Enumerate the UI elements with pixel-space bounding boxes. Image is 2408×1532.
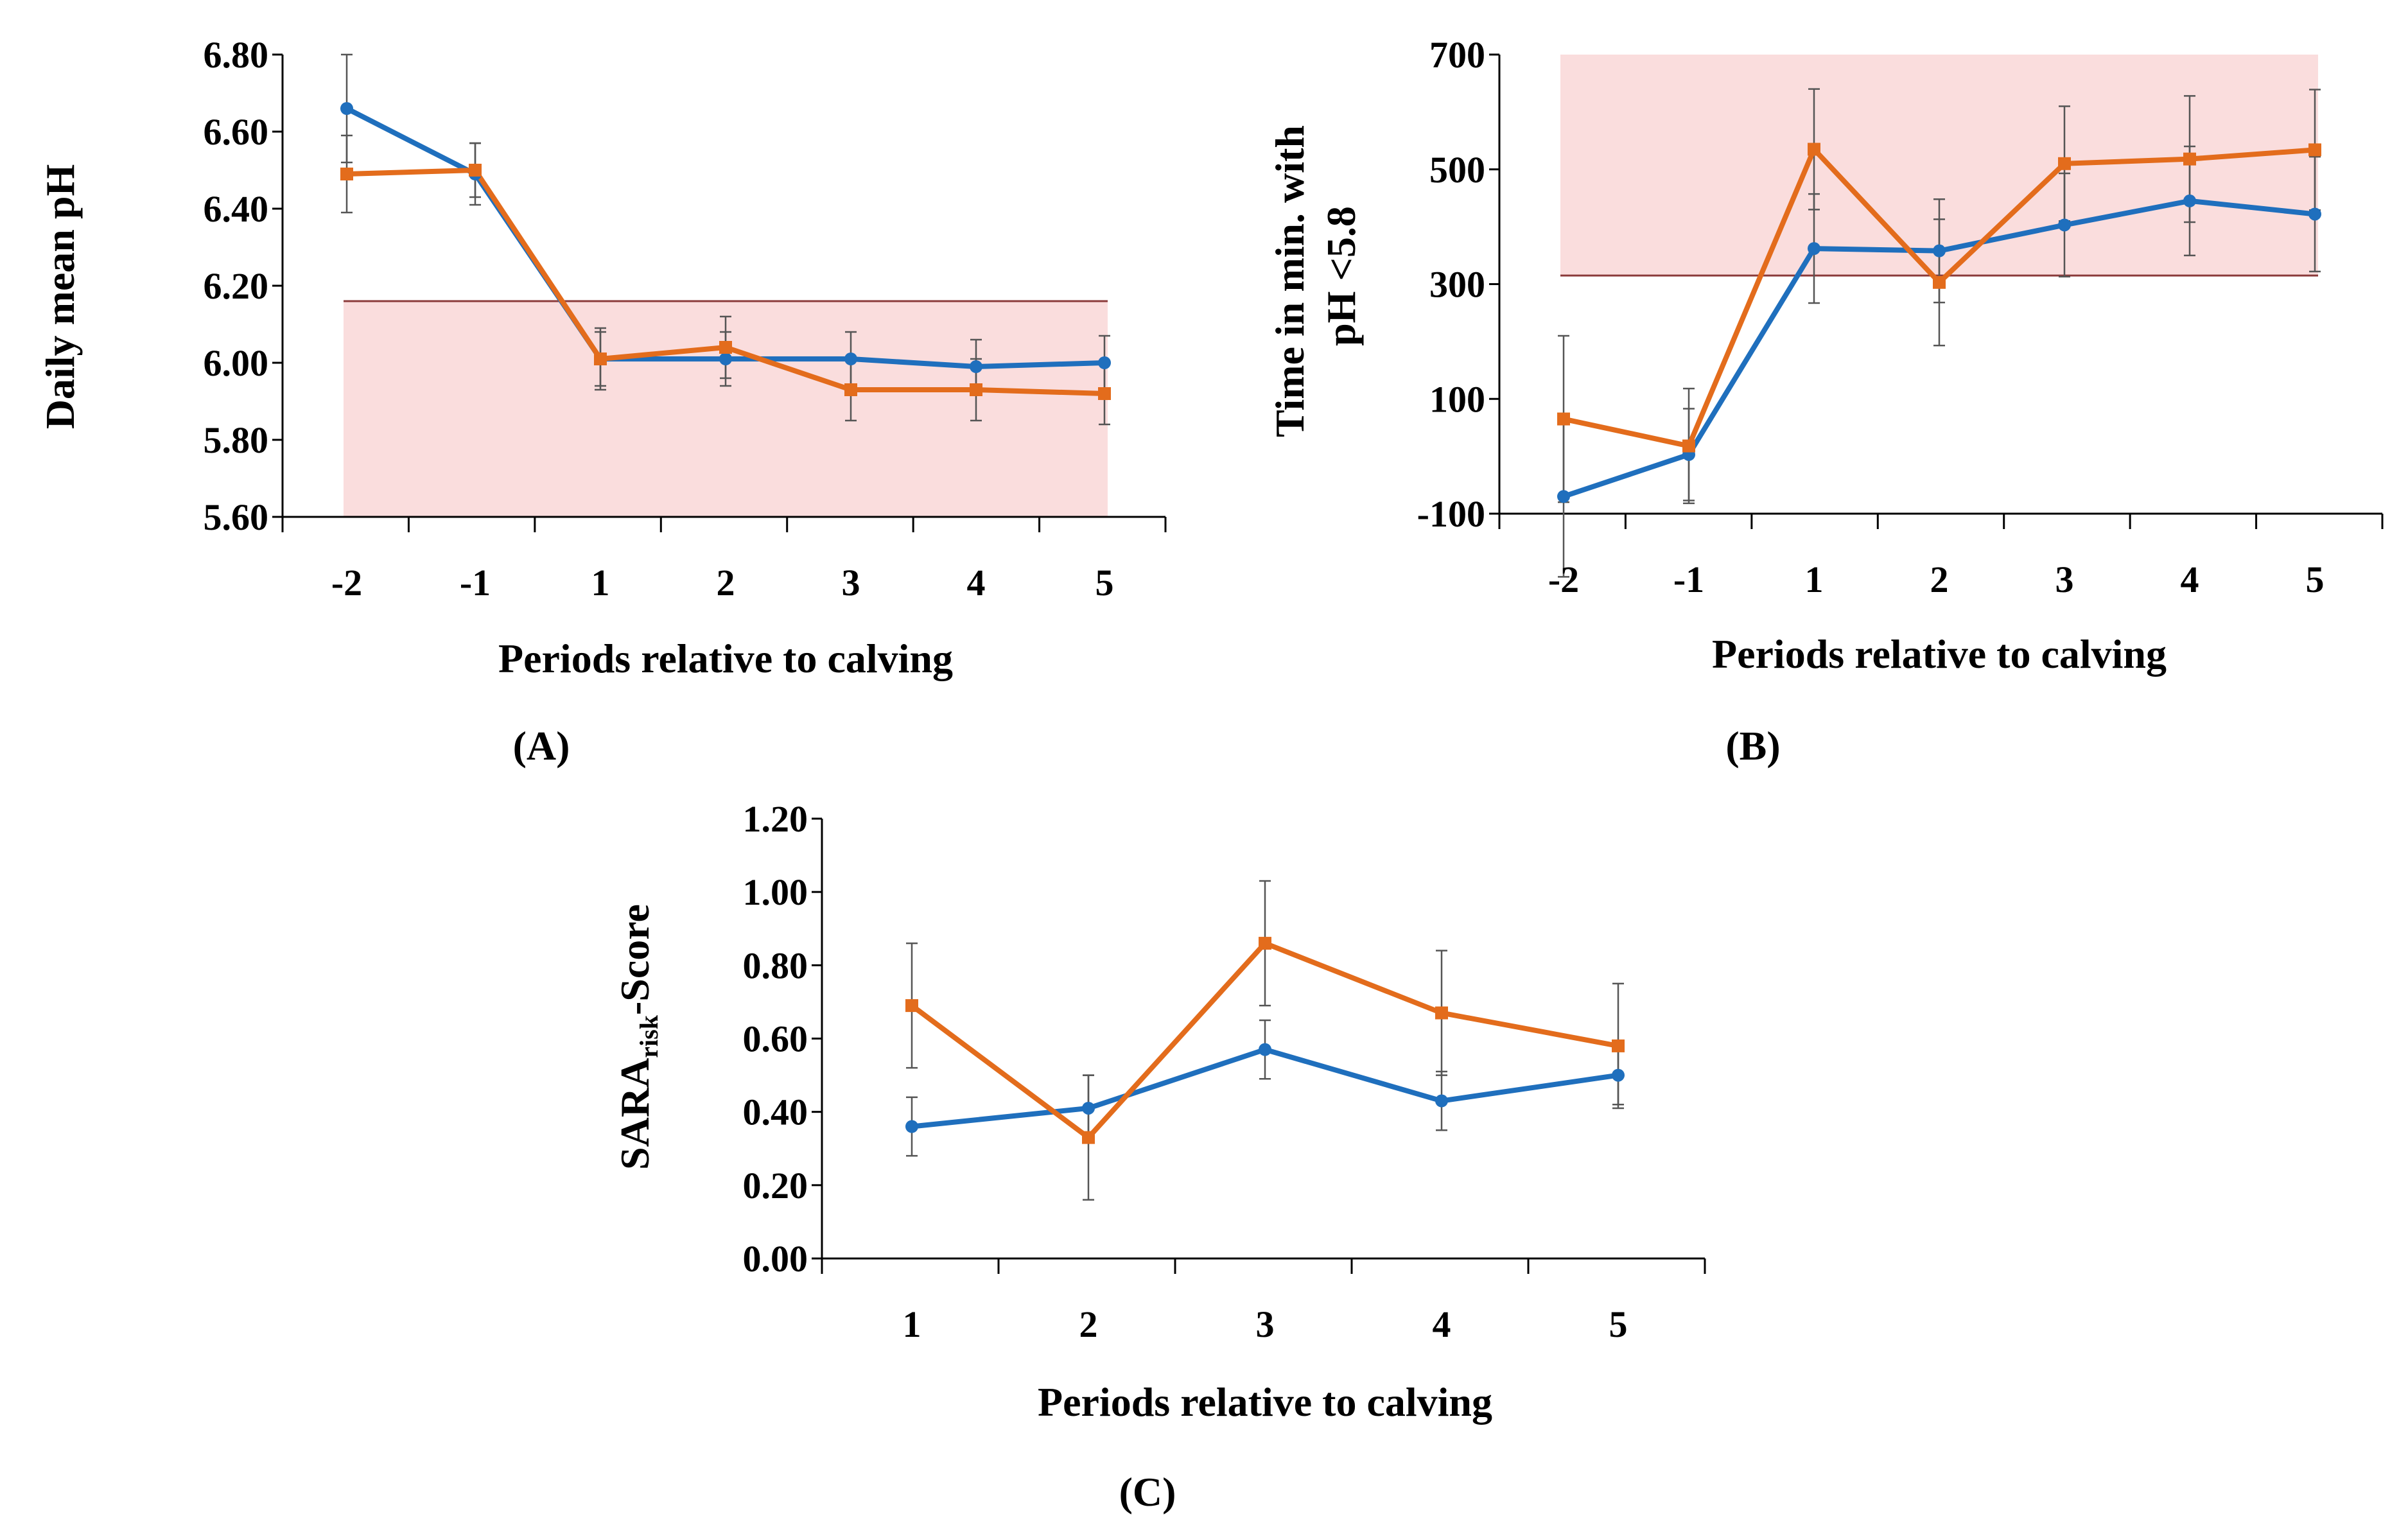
y-tick-label-c: 0.40 xyxy=(743,1092,808,1133)
x-tick-label-c: 1 xyxy=(903,1303,921,1345)
y-tick-label-a: 6.40 xyxy=(204,188,269,230)
x-tick-label-a: 1 xyxy=(591,562,610,604)
data-point-orange xyxy=(469,164,482,177)
y-axis-label-a: Daily mean pH xyxy=(37,164,83,429)
data-point-blue xyxy=(1082,1101,1095,1115)
panel-label-b: (B) xyxy=(1725,723,1780,769)
data-point-blue xyxy=(2183,194,2196,207)
data-point-blue xyxy=(1259,1043,1271,1056)
x-tick-label-b: 3 xyxy=(2055,559,2074,600)
data-point-orange xyxy=(2058,157,2071,170)
data-point-orange xyxy=(719,341,732,354)
data-point-orange xyxy=(594,353,607,365)
data-point-orange xyxy=(1682,439,1695,453)
x-tick-label-a: 5 xyxy=(1095,562,1114,604)
chart-panel-b: -100 100 300 500 700 -2 -1 1 2 3 4 5 Time in min. … xyxy=(1267,34,2384,769)
y-axis-label-b-line1: Time in min. with xyxy=(1267,125,1313,437)
y-tick-label-c: 0.20 xyxy=(743,1165,808,1206)
data-point-blue xyxy=(719,353,732,365)
y-tick-label-b: 700 xyxy=(1429,34,1485,76)
y-tick-label-b: 500 xyxy=(1429,149,1485,191)
data-point-blue xyxy=(1098,356,1111,369)
data-point-orange xyxy=(1933,275,1946,289)
y-tick-label-a: 6.20 xyxy=(204,265,269,307)
data-point-blue xyxy=(2058,218,2071,232)
data-point-orange xyxy=(1098,387,1111,400)
y-tick-label-c: 1.00 xyxy=(743,871,808,913)
data-point-orange xyxy=(905,999,918,1013)
panel-label-a: (A) xyxy=(513,723,570,769)
data-point-orange xyxy=(844,383,857,396)
y-axis-label-b-line2: pH <5.8 xyxy=(1318,206,1364,346)
data-point-blue xyxy=(2308,207,2321,221)
y-tick-label-a: 6.60 xyxy=(204,111,269,153)
data-point-blue xyxy=(1435,1094,1448,1108)
data-point-orange xyxy=(1557,412,1570,426)
x-tick-label-c: 4 xyxy=(1433,1303,1451,1345)
data-point-blue xyxy=(1933,244,1946,257)
data-point-blue xyxy=(1557,490,1570,503)
data-point-orange xyxy=(340,168,353,180)
y-tick-label-a: 6.80 xyxy=(204,34,269,76)
x-tick-label-b: -2 xyxy=(1548,559,1579,600)
y-axis-label-c-tail: -Score xyxy=(612,904,658,1015)
y-axis-label-c-sub: risk xyxy=(634,1014,663,1058)
data-point-orange xyxy=(1082,1131,1095,1144)
x-axis-label-a: Periods relative to calving xyxy=(498,636,953,681)
data-point-blue xyxy=(905,1120,918,1133)
x-tick-label-c: 5 xyxy=(1609,1303,1628,1345)
y-tick-label-c: 0.60 xyxy=(743,1018,808,1060)
y-tick-label-a: 6.00 xyxy=(204,342,269,384)
y-axis-label-c-main: SARA xyxy=(612,1058,658,1170)
data-point-orange xyxy=(1612,1039,1625,1052)
data-point-orange xyxy=(1808,143,1820,156)
y-tick-label-c: 1.20 xyxy=(743,798,808,840)
y-tick-label-c: 0.00 xyxy=(743,1238,808,1280)
y-tick-label-b: -100 xyxy=(1417,493,1485,535)
x-axis-label-b: Periods relative to calving xyxy=(1712,631,2167,677)
y-tick-label-c: 0.80 xyxy=(743,944,808,986)
x-tick-label-b: 2 xyxy=(1930,559,1949,600)
x-tick-label-b: -1 xyxy=(1673,559,1704,600)
data-point-orange xyxy=(2183,152,2196,166)
data-point-blue xyxy=(1808,242,1820,256)
x-tick-label-a: 3 xyxy=(842,562,860,604)
x-tick-label-a: 2 xyxy=(717,562,735,604)
x-tick-label-b: 5 xyxy=(2306,559,2325,600)
y-tick-label-a: 5.80 xyxy=(204,419,269,461)
data-point-orange xyxy=(970,383,982,396)
data-point-blue xyxy=(970,360,982,373)
data-point-blue xyxy=(1612,1068,1625,1082)
x-tick-label-a: -1 xyxy=(460,562,491,604)
x-tick-label-a: -2 xyxy=(331,562,362,604)
y-axis-label-b: Time in min. with pH <5.8 xyxy=(1267,115,1364,437)
x-tick-label-b: 1 xyxy=(1805,559,1824,600)
y-tick-label-a: 5.60 xyxy=(204,496,269,538)
chart-panel-c: 0.00 0.20 0.40 0.60 0.80 1.00 1.20 1 2 3 4 5 SARAr… xyxy=(612,798,1706,1515)
y-axis-label-c: SARArisk-Score xyxy=(612,904,663,1170)
y-tick-label-b: 300 xyxy=(1429,264,1485,306)
y-tick-label-b: 100 xyxy=(1429,378,1485,420)
data-point-blue xyxy=(340,102,353,115)
panel-label-c: (C) xyxy=(1119,1469,1176,1515)
x-tick-label-c: 2 xyxy=(1079,1303,1098,1345)
x-axis-label-c: Periods relative to calving xyxy=(1038,1379,1492,1425)
data-point-orange xyxy=(2308,143,2321,157)
data-point-orange xyxy=(1435,1006,1448,1020)
x-tick-label-a: 4 xyxy=(967,562,986,604)
data-point-blue xyxy=(844,353,857,365)
x-tick-label-c: 3 xyxy=(1256,1303,1275,1345)
chart-panel-a: 5.60 5.80 6.00 6.20 6.40 6.60 6.80 -2 -1 1 2 3 4 5 D… xyxy=(37,34,1167,769)
data-point-orange xyxy=(1259,937,1271,950)
x-tick-label-b: 4 xyxy=(2181,559,2199,600)
